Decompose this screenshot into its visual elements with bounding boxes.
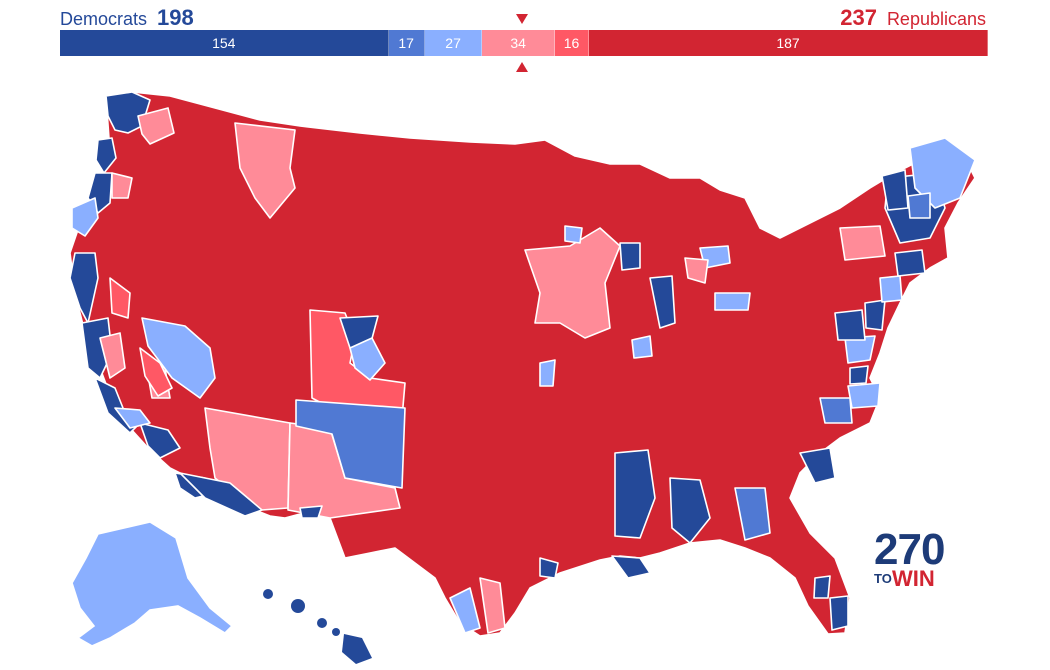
district-mt-west[interactable] bbox=[234, 122, 296, 219]
district-al-birmingham[interactable] bbox=[669, 477, 711, 544]
district-tx-el-paso[interactable] bbox=[299, 505, 323, 519]
district-fl-miami[interactable] bbox=[829, 595, 849, 631]
majority-marker-top-icon bbox=[516, 14, 528, 24]
hawaii-island[interactable] bbox=[332, 628, 340, 636]
district-or-rep[interactable] bbox=[111, 172, 133, 199]
democrats-label: Democrats bbox=[60, 9, 148, 29]
republicans-label: Republicans bbox=[886, 9, 986, 29]
bar-segment-safe-rep[interactable]: 187 bbox=[589, 30, 988, 56]
district-co-lean[interactable] bbox=[349, 337, 386, 381]
district-ny-lean-rep[interactable] bbox=[839, 225, 886, 261]
logo-number: 270 bbox=[874, 525, 945, 574]
district-ga-likely[interactable] bbox=[734, 487, 771, 541]
district-wi-madison[interactable] bbox=[619, 242, 641, 271]
district-nv-north[interactable] bbox=[141, 317, 216, 399]
district-mn-lean-dem[interactable] bbox=[564, 225, 583, 244]
district-alaska[interactable] bbox=[71, 521, 234, 647]
bar-segment-likely-rep[interactable]: 16 bbox=[554, 30, 590, 56]
district-tx-rgv-lean-rep[interactable] bbox=[479, 577, 506, 634]
district-md-dc[interactable] bbox=[834, 309, 866, 341]
bar-segment-safe-dem[interactable]: 154 bbox=[60, 30, 389, 56]
district-pa-philly[interactable] bbox=[864, 299, 886, 331]
hawaii-islands bbox=[263, 589, 372, 664]
district-nc-lean[interactable] bbox=[847, 382, 881, 409]
district-fl-orlando[interactable] bbox=[813, 575, 831, 599]
us-house-district-map bbox=[69, 91, 976, 664]
district-nc-likely[interactable] bbox=[819, 397, 853, 424]
district-ca-la[interactable] bbox=[139, 422, 181, 459]
district-va-norfolk[interactable] bbox=[849, 365, 869, 385]
district-la-no[interactable] bbox=[611, 555, 651, 579]
bar-segment-likely-dem[interactable]: 17 bbox=[388, 30, 425, 56]
district-nyc[interactable] bbox=[894, 249, 926, 277]
district-nj-lean[interactable] bbox=[879, 275, 903, 303]
hawaii-big-island[interactable] bbox=[342, 634, 372, 664]
district-ca-central-lean[interactable] bbox=[99, 332, 126, 379]
district-nm-likely-dem[interactable] bbox=[295, 399, 406, 489]
district-il-chicago[interactable] bbox=[649, 275, 676, 329]
majority-marker-bottom-icon bbox=[516, 62, 528, 72]
district-ms-delta[interactable] bbox=[614, 449, 656, 539]
district-mo-lean[interactable] bbox=[539, 359, 556, 387]
district-nv-south[interactable] bbox=[139, 347, 173, 397]
district-in-lean[interactable] bbox=[631, 335, 653, 359]
hawaii-island[interactable] bbox=[317, 618, 327, 628]
district-ca-valley-likely[interactable] bbox=[109, 277, 131, 319]
bar-segment-lean-dem[interactable]: 27 bbox=[424, 30, 483, 56]
logo-to: TO bbox=[874, 571, 892, 586]
democrats-header: Democrats 198 bbox=[60, 6, 198, 31]
hawaii-island[interactable] bbox=[263, 589, 273, 599]
district-ca-bay[interactable] bbox=[81, 317, 113, 379]
district-mi-lean-rep[interactable] bbox=[684, 257, 709, 284]
district-tx-houston[interactable] bbox=[539, 557, 559, 579]
republicans-total: 237 bbox=[840, 5, 877, 30]
district-or-lean[interactable] bbox=[71, 197, 99, 237]
district-tx-south-lean[interactable] bbox=[449, 587, 481, 634]
democrats-total: 198 bbox=[157, 5, 194, 30]
bar-segment-lean-rep[interactable]: 34 bbox=[482, 30, 555, 56]
district-ia-il-lean-rep[interactable] bbox=[524, 227, 621, 339]
district-nh[interactable] bbox=[907, 192, 931, 219]
270towin-logo: 270 TO WIN bbox=[874, 528, 964, 598]
seat-count-bar: 154 17 27 34 16 187 bbox=[60, 30, 988, 56]
lower-48-states bbox=[69, 91, 976, 637]
header: Democrats 198 237 Republicans bbox=[60, 4, 988, 30]
district-wa-lean-rep[interactable] bbox=[137, 107, 175, 145]
district-az-tucson[interactable] bbox=[179, 472, 263, 517]
district-ca-inland-lean[interactable] bbox=[114, 407, 151, 429]
district-maine[interactable] bbox=[909, 137, 976, 209]
district-vt[interactable] bbox=[881, 169, 909, 211]
district-wa-coast[interactable] bbox=[95, 137, 117, 174]
district-oh-lean-dem[interactable] bbox=[714, 292, 751, 311]
hawaii-island[interactable] bbox=[291, 599, 305, 613]
logo-win: WIN bbox=[892, 566, 935, 591]
republicans-header: 237 Republicans bbox=[836, 6, 986, 31]
district-sc-charleston[interactable] bbox=[799, 447, 836, 484]
